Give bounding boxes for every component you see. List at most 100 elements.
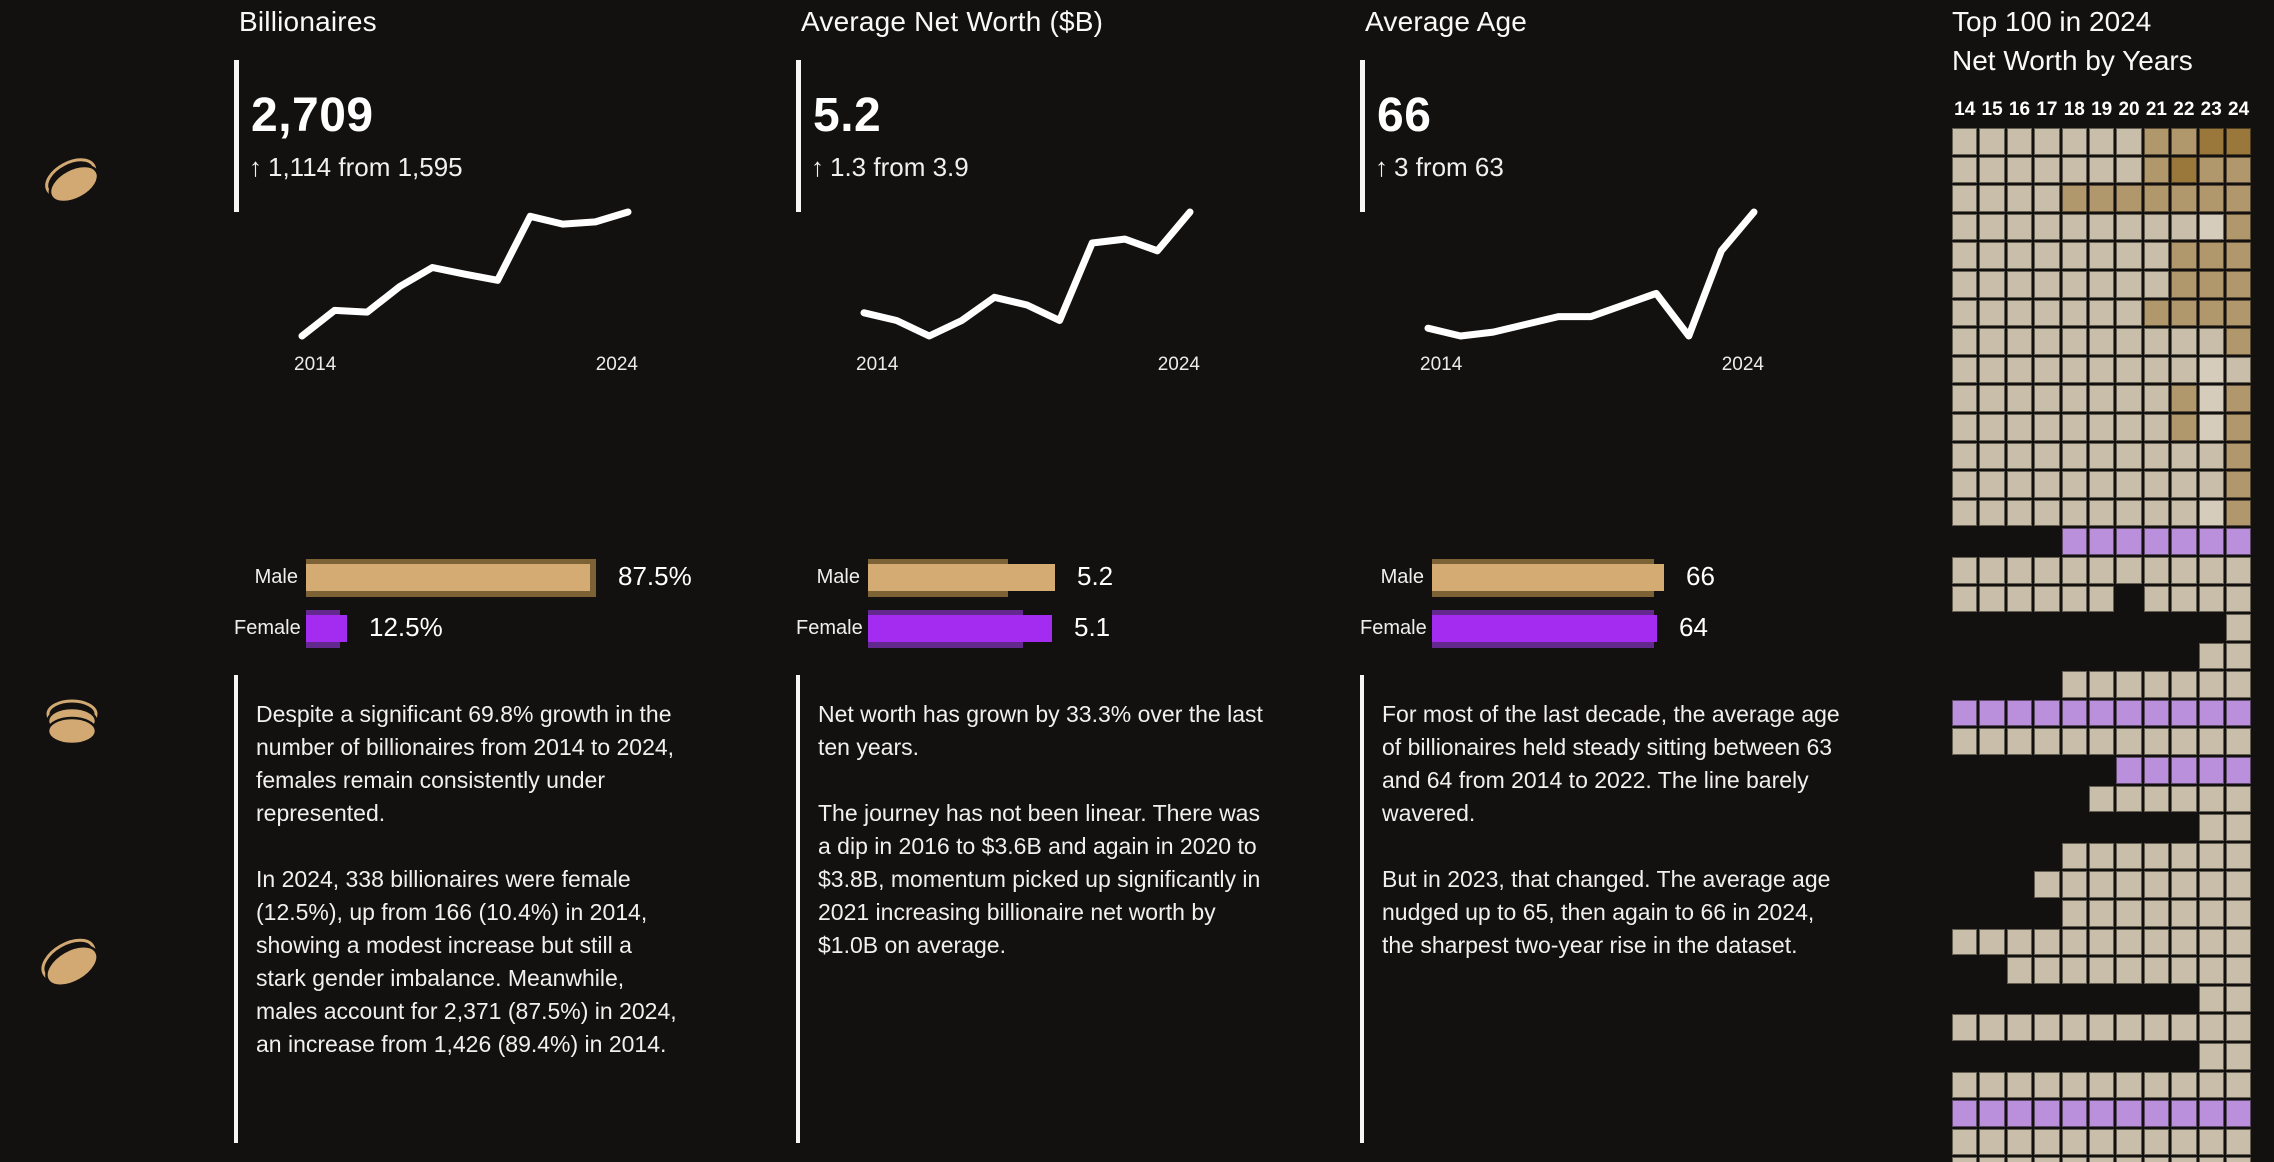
heatmap-cell[interactable] (2225, 842, 2252, 870)
heatmap-cell[interactable] (2116, 328, 2142, 355)
heatmap-cell[interactable] (2116, 1157, 2142, 1162)
heatmap-cell[interactable] (1979, 242, 2005, 269)
heatmap-cell[interactable] (2088, 556, 2115, 584)
heatmap-cell[interactable] (1952, 499, 1978, 527)
female-2024-bar[interactable] (1432, 615, 1657, 642)
heatmap-cell[interactable] (2061, 1014, 2087, 1041)
heatmap-cell[interactable] (2116, 556, 2142, 584)
heatmap-cell[interactable] (2225, 242, 2252, 269)
heatmap-cell[interactable] (2198, 471, 2224, 498)
male-2024-bar[interactable] (1432, 564, 1664, 591)
heatmap-cell[interactable] (2006, 585, 2033, 613)
heatmap-cell[interactable] (2034, 928, 2060, 956)
heatmap-cell[interactable] (2034, 185, 2060, 212)
heatmap-cell[interactable] (1952, 1157, 1978, 1162)
heatmap-cell[interactable] (2143, 900, 2170, 927)
heatmap-cell[interactable] (2061, 442, 2087, 470)
heatmap-cell[interactable] (1979, 385, 2005, 412)
heatmap-cell[interactable] (2116, 957, 2142, 984)
heatmap-cell[interactable] (1952, 185, 1978, 212)
heatmap-cell[interactable] (2061, 385, 2087, 412)
heatmap-cell[interactable] (2198, 556, 2224, 584)
heatmap-cell[interactable] (2198, 1071, 2224, 1099)
networth-sparkline[interactable] (856, 200, 1200, 350)
heatmap-cell[interactable] (2225, 728, 2252, 756)
heatmap-cell[interactable] (2034, 385, 2060, 412)
heatmap-cell[interactable] (2116, 842, 2142, 870)
heatmap-cell[interactable] (2088, 699, 2115, 727)
heatmap-cell[interactable] (2116, 499, 2142, 527)
heatmap-cell[interactable] (2034, 413, 2060, 441)
heatmap-cell[interactable] (2143, 842, 2170, 870)
heatmap-cell[interactable] (2116, 900, 2142, 927)
heatmap-cell[interactable] (2034, 156, 2060, 184)
heatmap-cell[interactable] (2198, 128, 2224, 155)
heatmap-cell[interactable] (2171, 385, 2197, 412)
heatmap-cell[interactable] (2198, 385, 2224, 412)
heatmap-cell[interactable] (2006, 356, 2033, 384)
heatmap-cell[interactable] (1952, 1128, 1978, 1156)
heatmap-cell[interactable] (2143, 413, 2170, 441)
heatmap-cell[interactable] (2171, 1100, 2197, 1127)
heatmap-cell[interactable] (2171, 1157, 2197, 1162)
heatmap-cell[interactable] (2171, 757, 2197, 784)
heatmap-cell[interactable] (2034, 699, 2060, 727)
heatmap-cell[interactable] (2198, 985, 2224, 1013)
heatmap-cell[interactable] (1952, 128, 1978, 155)
heatmap-cell[interactable] (1979, 556, 2005, 584)
heatmap-cell[interactable] (2116, 757, 2142, 784)
heatmap-cell[interactable] (2034, 871, 2060, 899)
heatmap-cell[interactable] (2088, 671, 2115, 698)
heatmap-cell[interactable] (2198, 1043, 2224, 1070)
heatmap-cell[interactable] (1979, 413, 2005, 441)
heatmap-cell[interactable] (1952, 299, 1978, 327)
heatmap-cell[interactable] (2116, 671, 2142, 698)
heatmap-cell[interactable] (2061, 556, 2087, 584)
heatmap-cell[interactable] (2061, 356, 2087, 384)
heatmap-cell[interactable] (2198, 156, 2224, 184)
heatmap-cell[interactable] (2198, 270, 2224, 298)
heatmap-cell[interactable] (2006, 270, 2033, 298)
heatmap-cell[interactable] (2143, 299, 2170, 327)
heatmap-cell[interactable] (2034, 242, 2060, 269)
heatmap-cell[interactable] (2034, 328, 2060, 355)
heatmap-cell[interactable] (2171, 900, 2197, 927)
male-2024-bar[interactable] (306, 564, 590, 591)
heatmap-cell[interactable] (2116, 528, 2142, 555)
heatmap-cell[interactable] (2006, 242, 2033, 269)
heatmap-cell[interactable] (2006, 1100, 2033, 1127)
heatmap-cell[interactable] (2225, 1128, 2252, 1156)
heatmap-cell[interactable] (2225, 471, 2252, 498)
heatmap-cell[interactable] (2225, 614, 2252, 641)
heatmap-cell[interactable] (1952, 385, 1978, 412)
heatmap-cell[interactable] (2006, 128, 2033, 155)
heatmap-cell[interactable] (2006, 957, 2033, 984)
heatmap-cell[interactable] (2171, 185, 2197, 212)
heatmap-cell[interactable] (2034, 556, 2060, 584)
heatmap-cell[interactable] (2225, 1043, 2252, 1070)
sparkline-path[interactable] (1424, 208, 1758, 340)
heatmap-cell[interactable] (2198, 957, 2224, 984)
heatmap-cell[interactable] (2061, 1100, 2087, 1127)
heatmap-cell[interactable] (2061, 299, 2087, 327)
heatmap-cell[interactable] (2006, 699, 2033, 727)
heatmap-cell[interactable] (2116, 471, 2142, 498)
heatmap-cell[interactable] (2116, 1014, 2142, 1041)
heatmap-cell[interactable] (2034, 442, 2060, 470)
heatmap-cell[interactable] (1952, 1071, 1978, 1099)
heatmap-cell[interactable] (2225, 185, 2252, 212)
heatmap-cell[interactable] (2171, 413, 2197, 441)
heatmap-cell[interactable] (2225, 270, 2252, 298)
heatmap-cell[interactable] (2088, 385, 2115, 412)
heatmap-cell[interactable] (2116, 356, 2142, 384)
heatmap-cell[interactable] (2006, 413, 2033, 441)
heatmap-cell[interactable] (1952, 728, 1978, 756)
heatmap-cell[interactable] (2198, 814, 2224, 841)
heatmap-cell[interactable] (2143, 785, 2170, 813)
heatmap-cell[interactable] (2143, 270, 2170, 298)
heatmap-cell[interactable] (2061, 1157, 2087, 1162)
heatmap-cell[interactable] (2225, 299, 2252, 327)
heatmap-cell[interactable] (2116, 699, 2142, 727)
heatmap-cell[interactable] (2143, 699, 2170, 727)
heatmap-cell[interactable] (1952, 328, 1978, 355)
